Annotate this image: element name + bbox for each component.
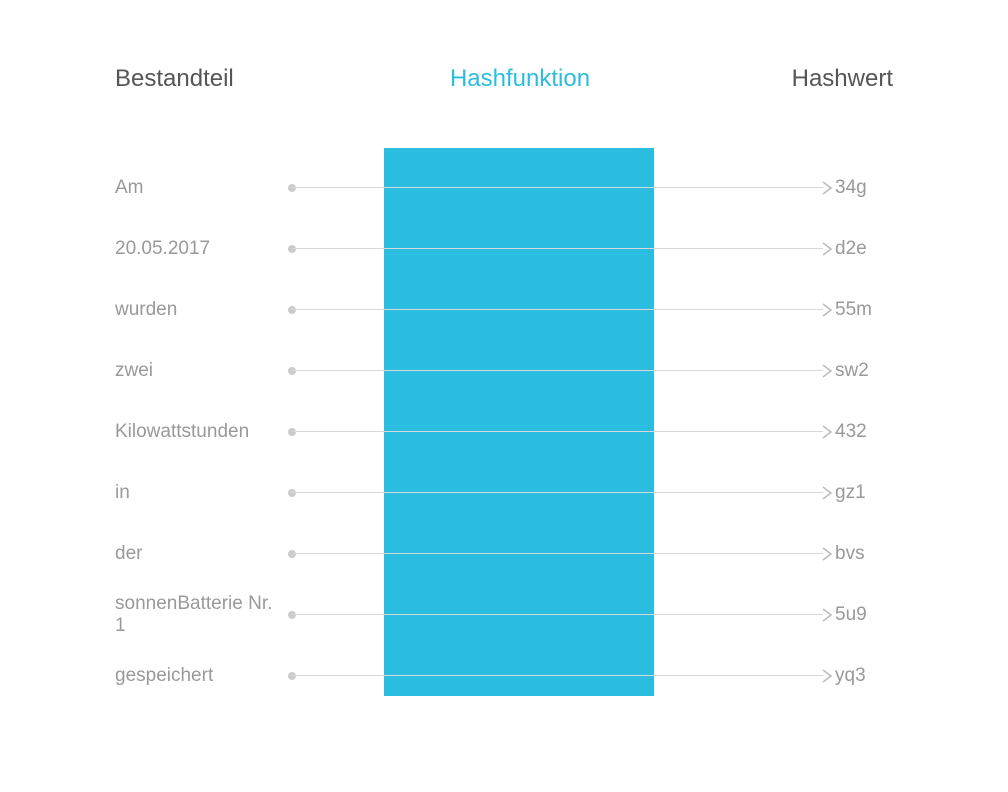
input-value: zwei	[115, 342, 288, 382]
output-value: yq3	[835, 647, 893, 687]
arrow-icon	[821, 180, 835, 201]
connector	[288, 305, 835, 315]
output-value: 55m	[835, 281, 893, 321]
input-value: in	[115, 464, 288, 504]
hash-diagram: Bestandteil Hashfunktion Hashwert Am 34g 2…	[115, 65, 893, 697]
arrow-icon	[821, 241, 835, 262]
arrow-icon	[821, 668, 835, 689]
hash-row: Am 34g	[115, 148, 893, 209]
input-value: der	[115, 525, 288, 565]
connector	[288, 488, 835, 498]
hash-row: zwei sw2	[115, 331, 893, 392]
input-value: sonnenBatterie Nr. 1	[115, 575, 288, 637]
connector	[288, 610, 835, 620]
dot-icon	[288, 550, 296, 558]
header-output: Hashwert	[660, 65, 893, 93]
hash-row: der bvs	[115, 514, 893, 575]
dot-icon	[288, 489, 296, 497]
input-value: wurden	[115, 281, 288, 321]
arrow-icon	[821, 485, 835, 506]
arrow-icon	[821, 546, 835, 567]
hash-row: sonnenBatterie Nr. 1 5u9	[115, 575, 893, 636]
input-value: 20.05.2017	[115, 220, 288, 260]
connector-line	[292, 675, 823, 676]
hash-row: gespeichert yq3	[115, 636, 893, 697]
connector	[288, 244, 835, 254]
dot-icon	[288, 611, 296, 619]
output-value: 432	[835, 403, 893, 443]
output-value: d2e	[835, 220, 893, 260]
output-value: sw2	[835, 342, 893, 382]
diagram-content: Am 34g 20.05.2017 d2e wurden 55m zwei sw2 Kilowa…	[115, 148, 893, 697]
dot-icon	[288, 367, 296, 375]
connector-line	[292, 248, 823, 249]
header-function: Hashfunktion	[380, 65, 660, 93]
arrow-icon	[821, 363, 835, 384]
headers-row: Bestandteil Hashfunktion Hashwert	[115, 65, 893, 93]
connector-line	[292, 553, 823, 554]
connector-line	[292, 370, 823, 371]
output-value: gz1	[835, 464, 893, 504]
input-value: Am	[115, 159, 288, 199]
rows-container: Am 34g 20.05.2017 d2e wurden 55m zwei sw2 Kilowa…	[115, 148, 893, 697]
dot-icon	[288, 306, 296, 314]
connector-line	[292, 309, 823, 310]
connector	[288, 549, 835, 559]
output-value: bvs	[835, 525, 893, 565]
output-value: 5u9	[835, 586, 893, 626]
dot-icon	[288, 184, 296, 192]
hash-row: wurden 55m	[115, 270, 893, 331]
header-input: Bestandteil	[115, 65, 380, 93]
connector-line	[292, 492, 823, 493]
arrow-icon	[821, 302, 835, 323]
connector	[288, 366, 835, 376]
output-value: 34g	[835, 159, 893, 199]
connector-line	[292, 614, 823, 615]
arrow-icon	[821, 607, 835, 628]
dot-icon	[288, 245, 296, 253]
input-value: Kilowattstunden	[115, 403, 288, 443]
arrow-icon	[821, 424, 835, 445]
input-value: gespeichert	[115, 647, 288, 687]
hash-row: Kilowattstunden 432	[115, 392, 893, 453]
connector	[288, 671, 835, 681]
dot-icon	[288, 428, 296, 436]
dot-icon	[288, 672, 296, 680]
connector-line	[292, 431, 823, 432]
connector	[288, 427, 835, 437]
hash-row: 20.05.2017 d2e	[115, 209, 893, 270]
hash-row: in gz1	[115, 453, 893, 514]
connector	[288, 183, 835, 193]
connector-line	[292, 187, 823, 188]
